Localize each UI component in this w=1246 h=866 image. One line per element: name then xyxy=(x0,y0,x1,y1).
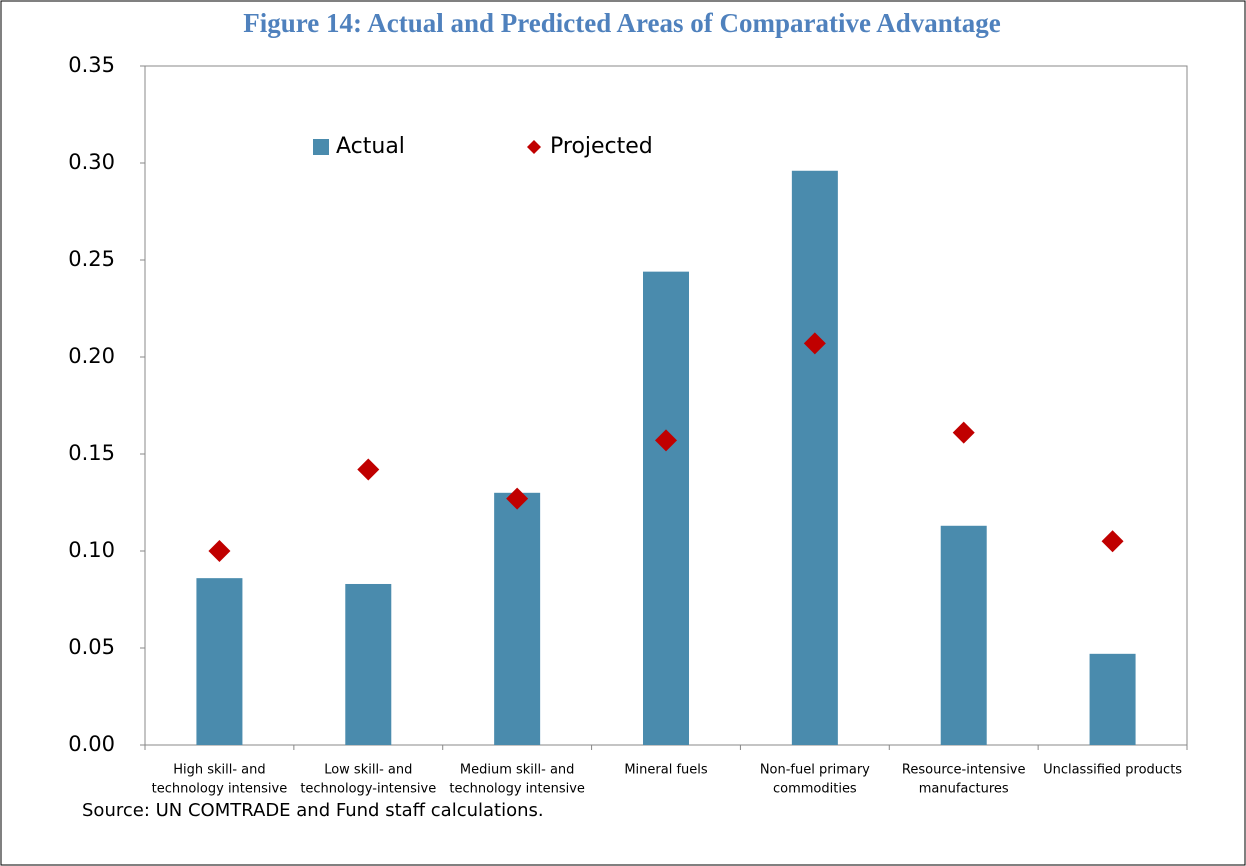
chart-title: Figure 14: Actual and Predicted Areas of… xyxy=(243,8,1000,38)
marker xyxy=(1101,530,1124,553)
y-tick-label: 0.25 xyxy=(68,247,115,271)
x-tick-label: Mineral fuels xyxy=(624,763,708,778)
marker xyxy=(208,540,231,562)
y-tick-label: 0.05 xyxy=(68,635,115,659)
x-tick-label: Low skill- and xyxy=(324,763,412,778)
legend-label: Projected xyxy=(550,134,653,159)
marker xyxy=(952,421,975,444)
legend-swatch xyxy=(313,139,329,155)
x-tick-label: Unclassified products xyxy=(1043,763,1182,778)
y-tick-label: 0.10 xyxy=(68,538,115,562)
y-tick-label: 0.20 xyxy=(68,344,115,368)
bar xyxy=(494,492,541,745)
y-tick-label: 0.30 xyxy=(68,150,115,174)
x-tick-label: Non-fuel primary xyxy=(760,763,870,778)
x-tick-label: technology intensive xyxy=(449,782,585,797)
x-tick-label: manufactures xyxy=(919,782,1009,797)
bar xyxy=(1089,653,1136,745)
x-tick-label: Resource-intensive xyxy=(902,763,1026,778)
x-tick-label: High skill- and xyxy=(173,763,265,778)
bar xyxy=(643,271,689,745)
x-tick-label: commodities xyxy=(773,782,857,797)
x-tick-label: Medium skill- and xyxy=(460,763,575,778)
bar xyxy=(196,578,243,745)
source: Source: UN COMTRADE and Fund staff calcu… xyxy=(82,800,544,821)
x-tick-label: technology intensive xyxy=(152,782,288,797)
bar xyxy=(345,583,392,745)
marker xyxy=(655,429,677,452)
legend-swatch xyxy=(527,140,541,154)
marker xyxy=(506,487,529,510)
bar xyxy=(791,170,838,745)
marker xyxy=(357,458,380,481)
marker xyxy=(803,332,826,355)
y-tick-label: 0.35 xyxy=(68,53,115,77)
y-tick-label: 0.00 xyxy=(68,732,115,756)
y-tick-label: 0.15 xyxy=(68,441,115,465)
x-tick-label: technology-intensive xyxy=(300,782,436,797)
bar xyxy=(940,525,987,745)
legend-label: Actual xyxy=(336,134,405,159)
